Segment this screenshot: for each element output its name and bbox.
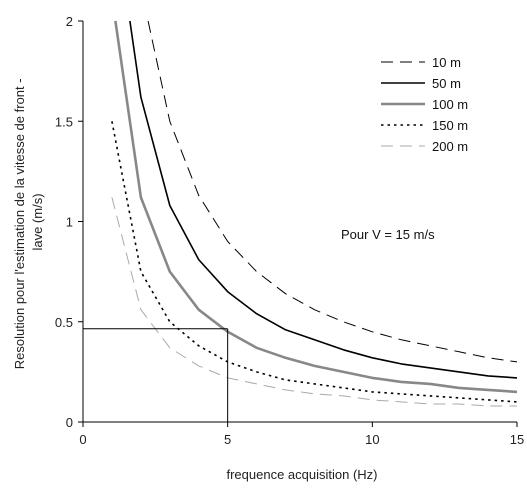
legend: 10 m 50 m 100 m 150 m 200 m [381, 55, 468, 154]
legend-label: 200 m [432, 139, 468, 154]
x-tick-label: 5 [224, 432, 231, 447]
annotation-text: Pour V = 15 m/s [341, 227, 435, 242]
reference-lines [83, 328, 229, 422]
x-axis-title: frequence acquisition (Hz) [226, 467, 377, 482]
series-lines [111, 20, 518, 407]
series-line-100-m [114, 20, 518, 394]
y-axis-title-line-1: Resolution pour l'estimation de la vites… [12, 78, 27, 369]
series-line-200-m [111, 197, 517, 407]
x-tick-label: 10 [365, 432, 379, 447]
y-tick-label: 2 [66, 14, 73, 29]
series-line-10-m [147, 20, 518, 363]
x-axis: 0 5 10 15 [79, 422, 524, 447]
legend-label: 150 m [432, 118, 468, 133]
legend-label: 50 m [432, 76, 461, 91]
x-tick-label: 0 [79, 432, 86, 447]
series-line-50-m [129, 20, 518, 379]
x-tick-label: 15 [510, 432, 524, 447]
y-tick-label: 1.5 [55, 114, 73, 129]
y-axis: 0 0.5 1 1.5 2 [55, 14, 83, 430]
y-tick-label: 0 [66, 415, 73, 430]
legend-label: 100 m [432, 97, 468, 112]
series-line-150-m [111, 121, 518, 403]
y-axis-title-line-2: lave (m/s) [30, 193, 45, 250]
y-axis-title: Resolution pour l'estimation de la vites… [12, 75, 45, 369]
legend-label: 10 m [432, 55, 461, 70]
y-tick-label: 0.5 [55, 315, 73, 330]
y-tick-label: 1 [66, 215, 73, 230]
